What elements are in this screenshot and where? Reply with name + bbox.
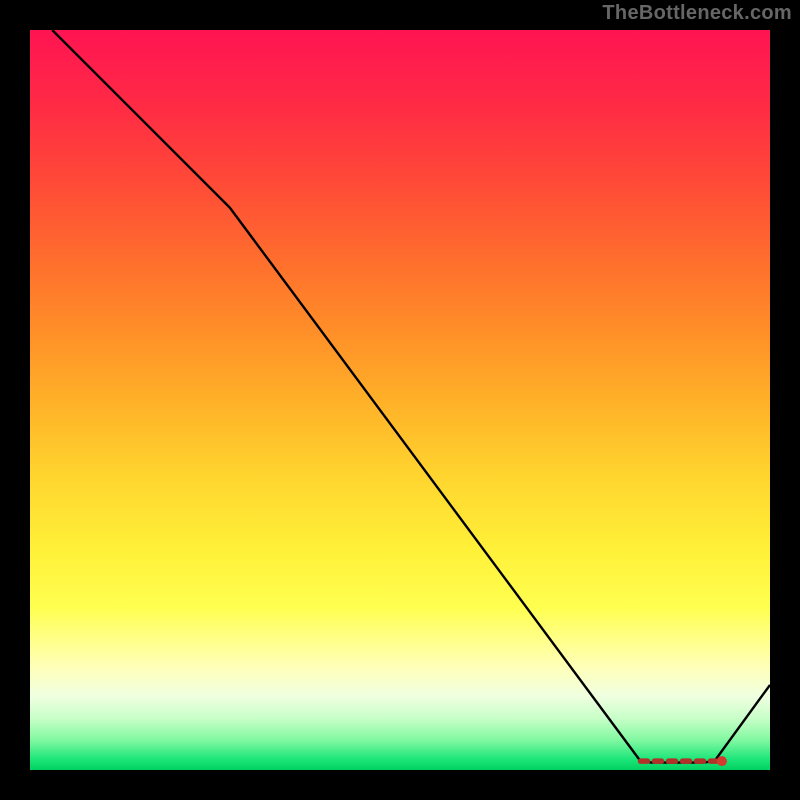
chart-plot — [30, 30, 770, 770]
gradient-background — [30, 30, 770, 770]
chart-svg — [30, 30, 770, 770]
watermark-text: TheBottleneck.com — [602, 2, 792, 25]
optimal-point-marker — [717, 756, 727, 766]
